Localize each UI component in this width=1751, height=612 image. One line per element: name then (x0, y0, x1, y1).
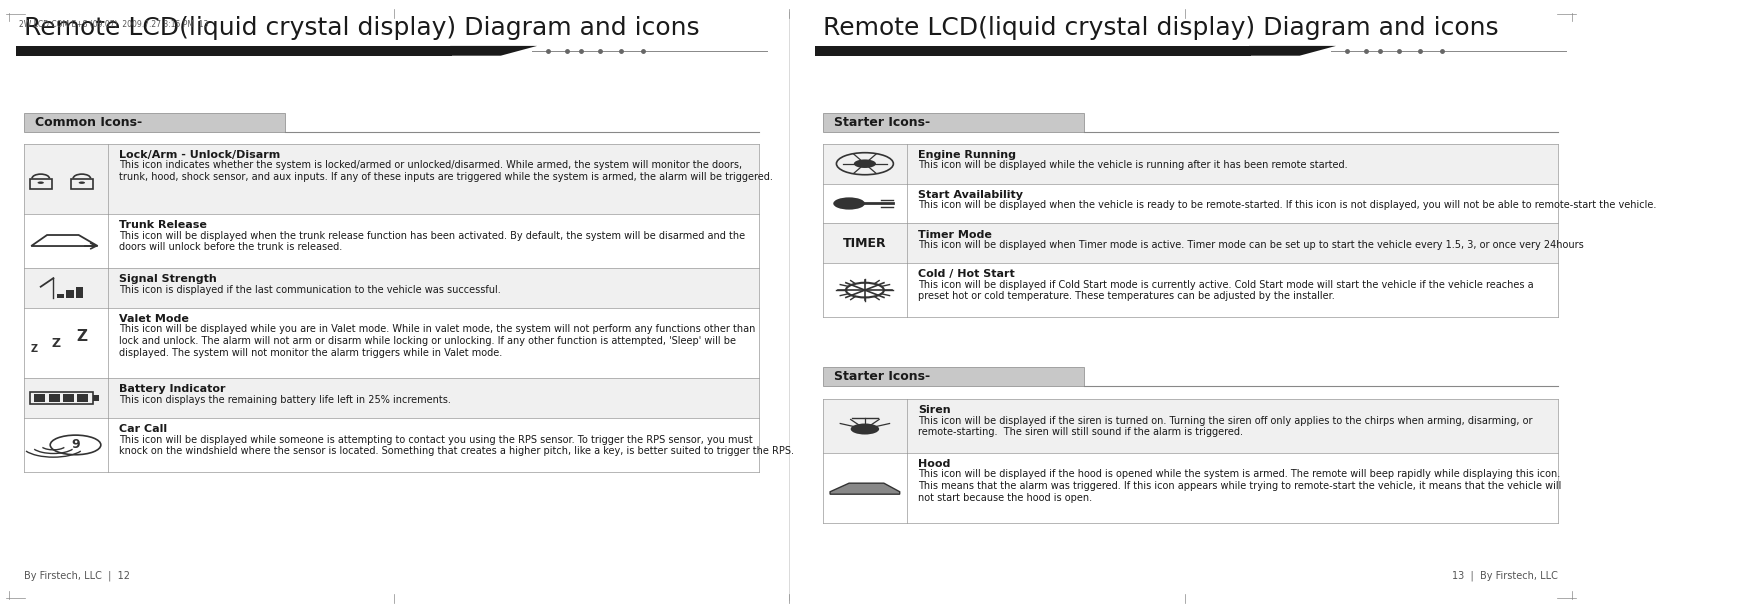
Text: This icon displays the remaining battery life left in 25% increments.: This icon displays the remaining battery… (119, 395, 452, 405)
Text: 9: 9 (72, 438, 81, 452)
Text: Start Availability: Start Availability (918, 190, 1023, 200)
Text: This icon will be displayed when the vehicle is ready to be remote-started. If t: This icon will be displayed when the veh… (918, 200, 1656, 210)
Circle shape (79, 182, 86, 184)
Bar (823, 399, 1558, 453)
Text: Z: Z (77, 329, 88, 345)
Text: Z: Z (53, 337, 61, 349)
Text: Remote LCD(liquid crystal display) Diagram and icons: Remote LCD(liquid crystal display) Diagr… (823, 16, 1499, 40)
Bar (25, 308, 760, 378)
Text: Starter Icons-: Starter Icons- (833, 116, 930, 129)
Text: Signal Strength: Signal Strength (119, 274, 217, 284)
Circle shape (833, 198, 865, 210)
Bar (823, 453, 1558, 523)
Bar (823, 184, 1558, 223)
Bar (30, 179, 53, 189)
Bar (814, 46, 1250, 56)
Text: Timer Mode: Timer Mode (918, 230, 993, 239)
Polygon shape (1248, 46, 1336, 56)
Text: This icon will be displayed when Timer mode is active. Timer mode can be set up : This icon will be displayed when Timer m… (918, 240, 1585, 250)
Circle shape (851, 424, 879, 435)
Bar (823, 113, 1084, 132)
Text: 13  |  By Firstech, LLC: 13 | By Firstech, LLC (1452, 571, 1558, 581)
Text: Cold / Hot Start: Cold / Hot Start (918, 269, 1016, 279)
Polygon shape (830, 483, 900, 494)
Polygon shape (450, 46, 538, 56)
Text: Lock/Arm - Unlock/Disarm: Lock/Arm - Unlock/Disarm (119, 150, 280, 160)
Bar (77, 394, 88, 403)
Text: This icon will be displayed while you are in Valet mode. While in valet mode, th: This icon will be displayed while you ar… (119, 324, 756, 357)
Text: Z: Z (32, 344, 39, 354)
Text: Remote LCD(liquid crystal display) Diagram and icons: Remote LCD(liquid crystal display) Diagr… (25, 16, 699, 40)
Text: This icon will be displayed if the hood is opened while the system is armed. The: This icon will be displayed if the hood … (918, 469, 1562, 502)
Text: Trunk Release: Trunk Release (119, 220, 207, 230)
Text: This icon will be displayed if Cold Start mode is currently active. Cold Start m: This icon will be displayed if Cold Star… (918, 280, 1534, 301)
Bar (823, 263, 1558, 317)
Bar (67, 291, 74, 297)
Text: This icon indicates whether the system is locked/armed or unlocked/disarmed. Whi: This icon indicates whether the system i… (119, 160, 774, 182)
Text: Battery Indicator: Battery Indicator (119, 384, 226, 394)
Bar (30, 392, 93, 405)
Bar (823, 223, 1558, 263)
Text: This icon will be displayed if the siren is turned on. Turning the siren off onl: This icon will be displayed if the siren… (918, 416, 1532, 437)
Text: Valet Mode: Valet Mode (119, 314, 189, 324)
Bar (63, 394, 74, 403)
Bar (49, 394, 60, 403)
Text: 2W LCD COM E+S (09.07)  2009.7.27 3:15 PM  13: 2W LCD COM E+S (09.07) 2009.7.27 3:15 PM… (19, 20, 208, 29)
Text: Starter Icons-: Starter Icons- (833, 370, 930, 383)
Text: Common Icons-: Common Icons- (35, 116, 142, 129)
Text: TIMER: TIMER (842, 237, 886, 250)
Bar (823, 367, 1084, 386)
Bar (16, 46, 452, 56)
Text: Engine Running: Engine Running (918, 150, 1016, 160)
Bar (25, 113, 285, 132)
Text: This icon will be displayed while the vehicle is running after it has been remot: This icon will be displayed while the ve… (918, 160, 1348, 170)
Text: Car Call: Car Call (119, 424, 168, 434)
Text: This icon is displayed if the last communication to the vehicle was successful.: This icon is displayed if the last commu… (119, 285, 501, 294)
Text: This icon will be displayed while someone is attempting to contact you using the: This icon will be displayed while someon… (119, 435, 795, 456)
Text: This icon will be displayed when the trunk release function has been activated. : This icon will be displayed when the tru… (119, 231, 746, 252)
Bar (25, 268, 760, 308)
Circle shape (37, 182, 44, 184)
Bar (75, 286, 84, 297)
Text: Siren: Siren (918, 405, 951, 415)
Circle shape (854, 160, 876, 168)
Bar (70, 179, 93, 189)
Bar (25, 214, 760, 268)
Bar (25, 144, 760, 214)
Bar (35, 394, 46, 403)
Text: By Firstech, LLC  |  12: By Firstech, LLC | 12 (25, 571, 130, 581)
Bar (93, 395, 100, 401)
Bar (56, 294, 65, 297)
Bar (823, 144, 1558, 184)
Bar (25, 378, 760, 418)
Text: Hood: Hood (918, 459, 951, 469)
Bar (25, 418, 760, 472)
